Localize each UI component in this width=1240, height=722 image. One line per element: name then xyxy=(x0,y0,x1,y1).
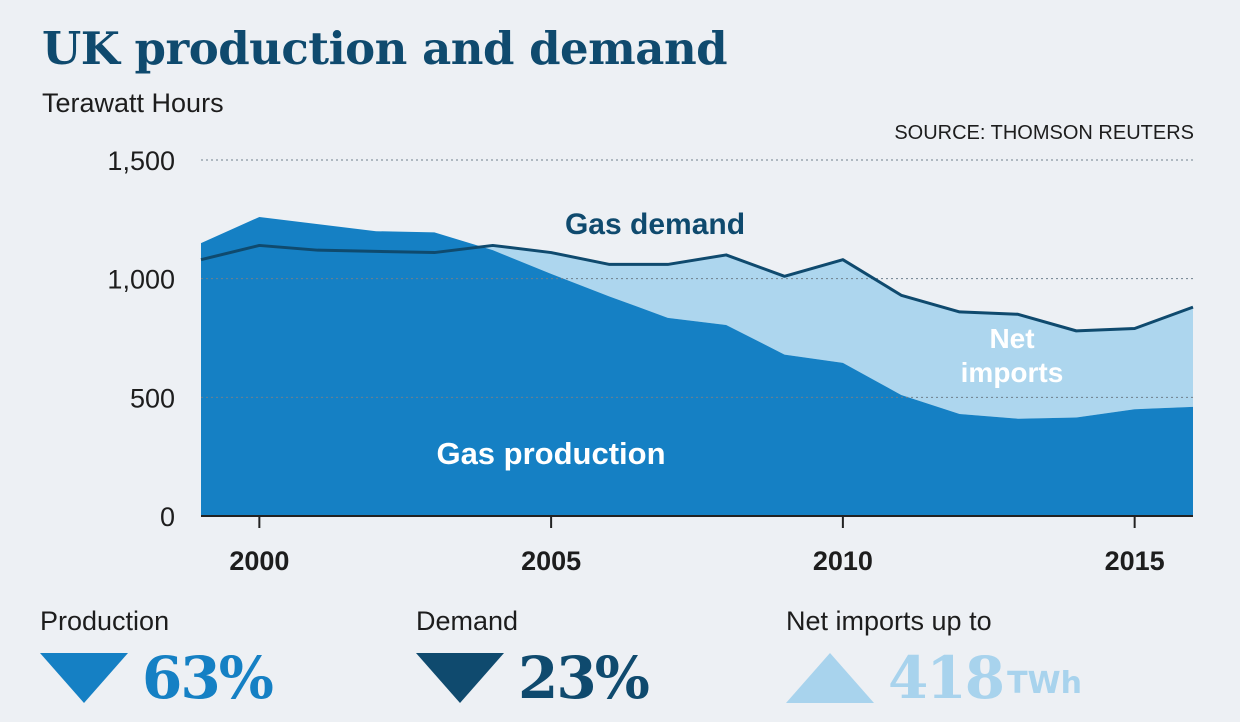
stat-net-imports-unit: TWh xyxy=(1007,666,1082,701)
chart-subtitle: Terawatt Hours xyxy=(42,88,224,118)
chart-title: UK production and demand xyxy=(42,22,728,75)
up-triangle-icon xyxy=(786,653,874,703)
stat-net-imports: Net imports up to 418 TWh xyxy=(786,606,1082,709)
y-tick-label: 0 xyxy=(160,502,175,532)
area-chart: 2000 2005 2010 2015 0 500 1,000 1,500 Gas dema… xyxy=(107,146,1194,576)
production-area xyxy=(201,216,1193,516)
y-axis: 0 500 1,000 1,500 xyxy=(107,146,175,532)
series-label-gas-demand: Gas demand xyxy=(565,208,745,241)
series-label-net-imports: Net imports xyxy=(961,323,1064,388)
stat-net-imports-label: Net imports up to xyxy=(786,606,992,636)
net-imports-area xyxy=(481,245,1193,419)
stat-demand: Demand 23% xyxy=(416,606,650,712)
x-axis: 2000 2005 2010 2015 xyxy=(201,515,1193,576)
source-note: SOURCE: THOMSON REUTERS xyxy=(894,122,1194,144)
demand-line xyxy=(200,243,1194,333)
series-label-gas-production: Gas production xyxy=(436,436,665,471)
x-tick-label: 2015 xyxy=(1105,546,1165,576)
stat-demand-value: 23% xyxy=(518,644,650,712)
y-tick-label: 1,000 xyxy=(107,265,175,295)
x-tick-label: 2000 xyxy=(229,546,289,576)
down-triangle-icon xyxy=(40,653,128,703)
y-tick-label: 1,500 xyxy=(107,146,175,176)
stat-production-label: Production xyxy=(40,606,170,636)
stat-demand-label: Demand xyxy=(416,606,519,636)
grid-lines xyxy=(201,159,1193,398)
x-tick-label: 2010 xyxy=(813,546,873,576)
y-tick-label: 500 xyxy=(130,383,175,413)
stat-production-value: 63% xyxy=(142,644,274,712)
x-tick-label: 2005 xyxy=(521,546,581,576)
stat-net-imports-value: 418 xyxy=(888,644,1005,712)
down-triangle-icon xyxy=(416,653,504,703)
stat-production: Production 63% xyxy=(40,606,274,712)
